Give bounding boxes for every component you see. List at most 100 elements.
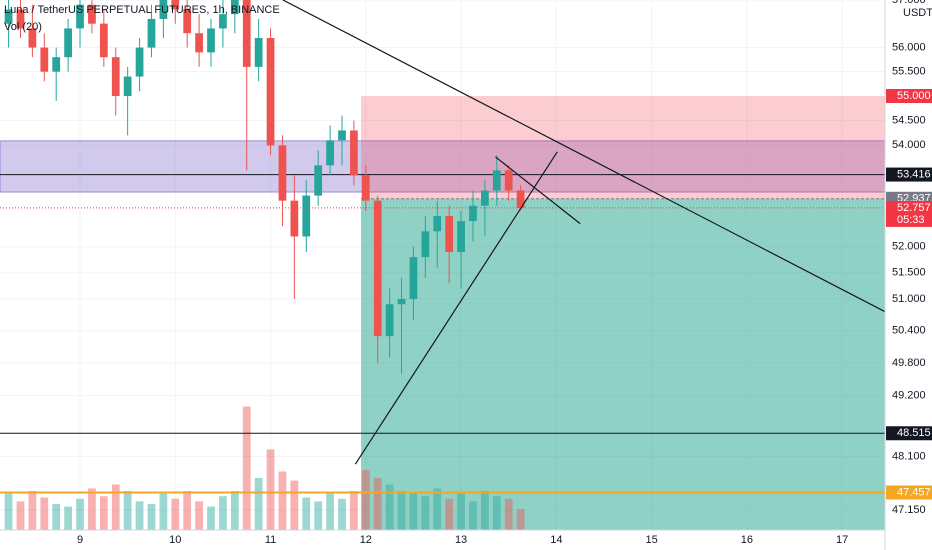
volume-bar (183, 491, 192, 530)
axes: 57.000 56.000 55.500 54.500 54.000 52.000 51.5… (77, 0, 932, 546)
position-stop-zone (361, 198, 885, 530)
volume-bar (361, 470, 370, 530)
volume-bar (338, 498, 346, 530)
chart-title: Luna / TetherUS PERPETUAL FUTURES, 1h, B… (4, 4, 280, 16)
y-tick-label: 48.100 (892, 450, 926, 462)
volume-bar (40, 497, 49, 530)
x-tick-label: 12 (360, 534, 372, 546)
candle-body (254, 37, 263, 67)
candle-body (516, 190, 525, 208)
volume-bar (207, 506, 215, 530)
volume-bar (16, 501, 25, 530)
volume-bar (28, 491, 37, 530)
volume-bar (469, 501, 477, 530)
candle-body (207, 28, 215, 53)
volume-bar (481, 491, 489, 530)
candle-body (385, 304, 394, 337)
volume-bar (99, 496, 108, 530)
volume-bar (302, 497, 311, 530)
candle-body (433, 215, 442, 232)
candle-body (147, 18, 156, 48)
volume-bar (254, 478, 263, 530)
volume-bar (135, 501, 144, 530)
volume-bar (195, 501, 203, 530)
position-target-zone (361, 96, 885, 199)
price-label-box (886, 167, 932, 182)
volume-bar (230, 491, 239, 530)
zone-band (0, 140, 886, 193)
candle-body (266, 37, 275, 146)
y-tick-label: 56.000 (892, 41, 926, 53)
candle-body (99, 23, 108, 58)
volume-bar (516, 509, 525, 530)
candle-body (361, 175, 370, 201)
current-price-box (886, 200, 932, 227)
volume-bar (314, 501, 323, 530)
candle-body (195, 33, 203, 53)
countdown-label: 05:33 (897, 214, 925, 226)
candle-body (88, 4, 96, 24)
price-label: 53.416 (897, 168, 931, 180)
candle-body (76, 4, 84, 29)
volume-bar (242, 406, 251, 530)
candle-body (135, 47, 144, 77)
candle-body (302, 195, 311, 237)
volume-bar (266, 449, 275, 530)
candle-body (350, 130, 358, 176)
volume-bar (219, 496, 227, 530)
y-tick-label: 49.800 (892, 357, 926, 369)
volume-bar (111, 484, 120, 530)
volume-bar (159, 493, 168, 530)
candle-body (481, 190, 489, 206)
candle-body (290, 200, 299, 237)
candle-body (373, 200, 382, 337)
plot-area (0, 0, 886, 530)
volume-bar (492, 496, 501, 530)
volume-bar (445, 498, 454, 530)
candle-body (326, 140, 334, 166)
x-tick-label: 11 (265, 534, 276, 546)
volume-bar (171, 498, 180, 530)
y-tick-label: 50.400 (892, 325, 926, 337)
x-tick-label: 9 (77, 534, 83, 546)
candle-body (469, 205, 477, 222)
volume-bar (147, 504, 156, 530)
volume-bar (504, 498, 513, 530)
current-price-label: 52.757 (897, 202, 931, 214)
candle-body (421, 231, 430, 258)
currency: USDT (903, 7, 932, 19)
volume-bar (385, 484, 394, 530)
candle-body (409, 257, 418, 299)
candle-body (278, 145, 287, 201)
y-tick-label: 52.000 (892, 241, 926, 253)
price-label-box (886, 485, 932, 500)
candle-body (52, 57, 61, 72)
y-tick-label: 54.500 (892, 114, 926, 126)
candle-body (230, 0, 239, 15)
candle-body (183, 9, 192, 34)
candle-body (338, 130, 346, 141)
candle-body (40, 47, 49, 72)
y-tick-label: 51.000 (892, 293, 926, 305)
candle-body (445, 215, 454, 252)
y-tick-label: 47.150 (892, 504, 926, 516)
x-tick-label: 14 (550, 534, 562, 546)
volume-bar (123, 491, 132, 530)
volume-bar (4, 493, 13, 530)
candle-body (4, 9, 13, 24)
volume-bar (64, 506, 72, 530)
trend-line (495, 156, 581, 225)
price-label: 55.000 (897, 90, 931, 102)
x-tick-label: 13 (455, 534, 467, 546)
volume-bar (409, 493, 418, 530)
volume-bar (457, 493, 465, 530)
volume-bar (52, 504, 61, 530)
y-tick-label: 57.000 (892, 0, 926, 6)
volume-label: Vol (20) (4, 21, 42, 33)
candle-body (504, 170, 513, 191)
y-tick-label: 54.000 (892, 139, 926, 151)
volume-bar (88, 488, 96, 530)
candle-body (16, 9, 25, 29)
